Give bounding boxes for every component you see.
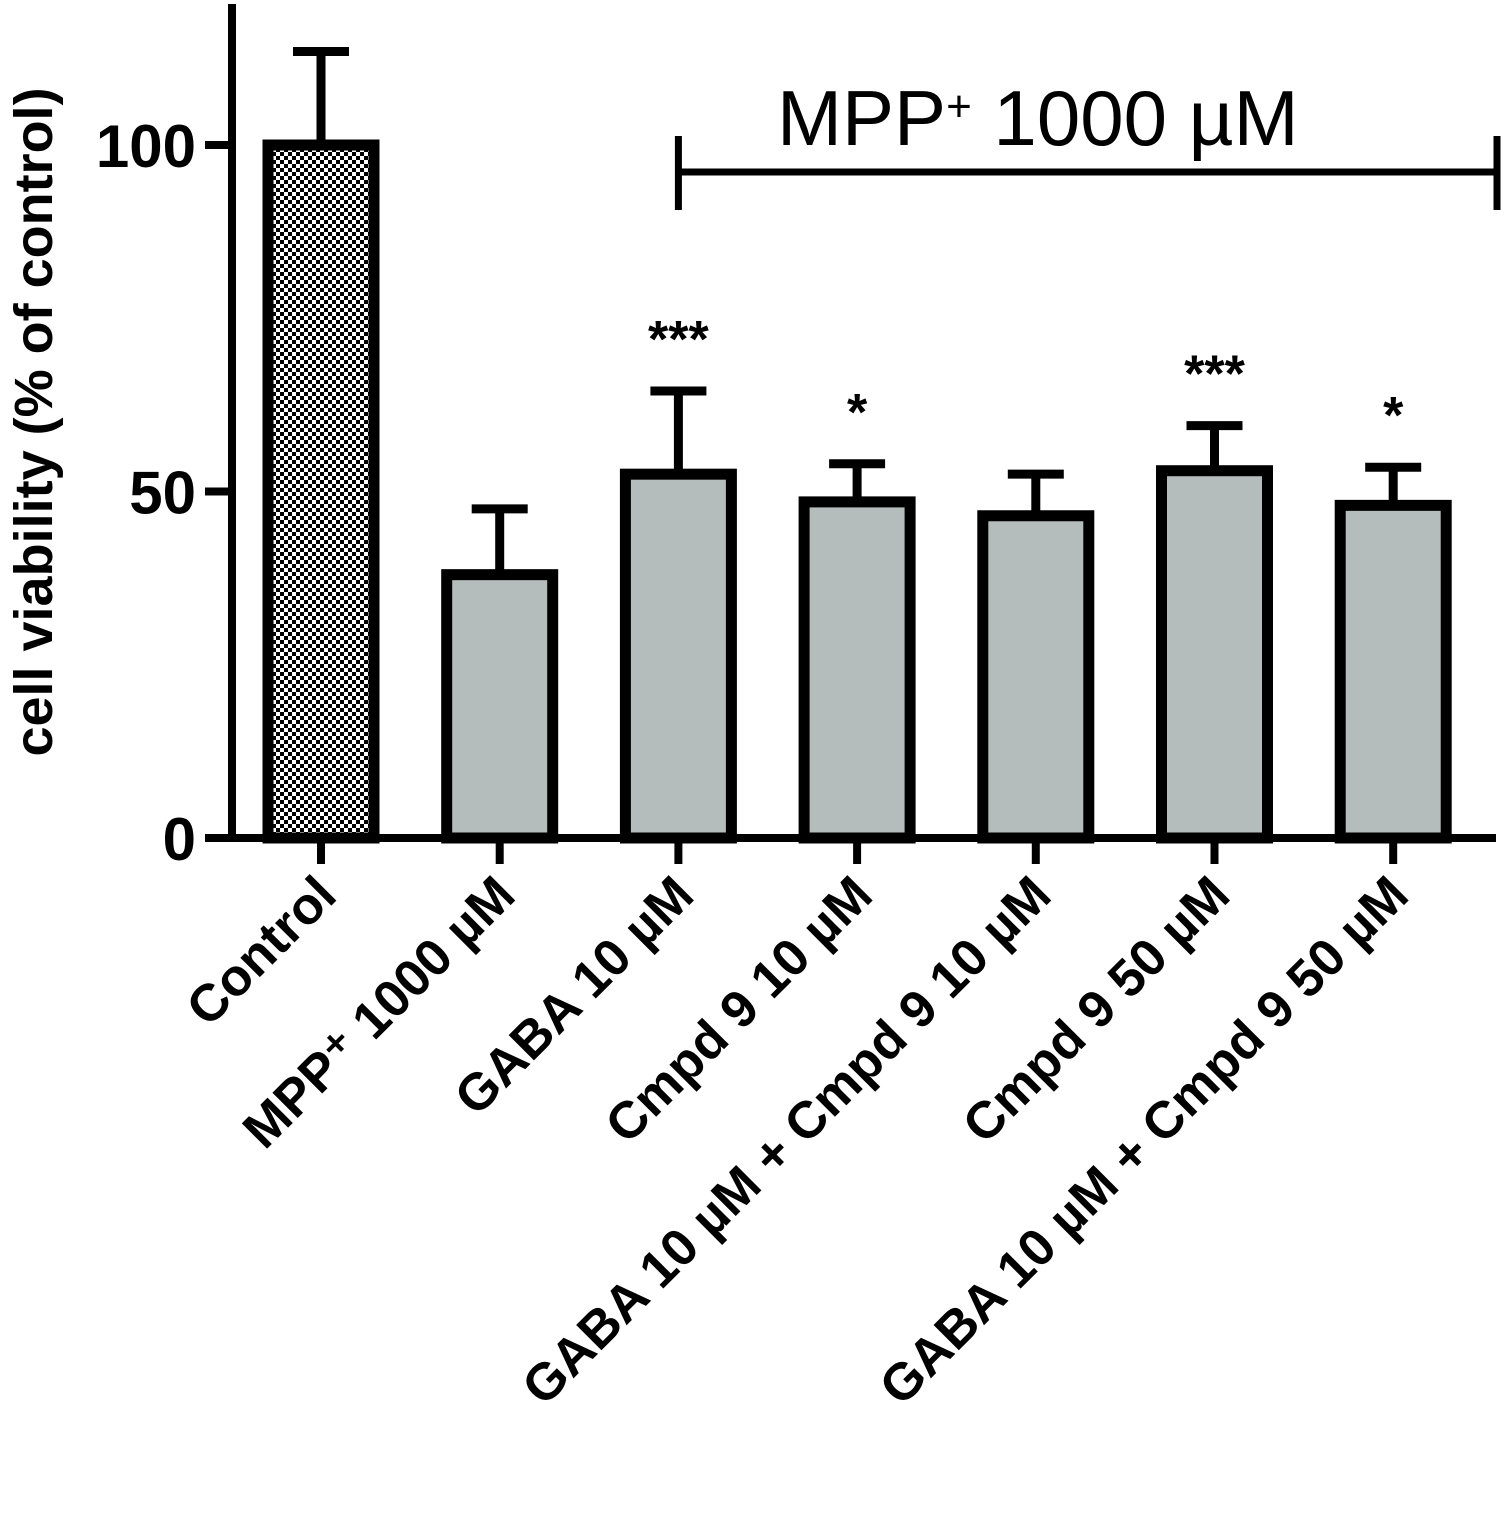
bars-layer: ******** (262, 46, 1452, 844)
x-tick-label: Control (176, 865, 348, 1037)
bracket-label-rest: 1000 µM (972, 74, 1299, 162)
significance-label: * (847, 384, 868, 442)
significance-label: * (1383, 387, 1404, 445)
significance-label: *** (1184, 346, 1245, 404)
y-tick-label: 0 (163, 806, 196, 873)
bar (441, 569, 559, 844)
bar (1334, 499, 1452, 844)
bracket-label-main: MPP (777, 74, 946, 162)
y-axis-ticks: 0 50 100 (96, 113, 232, 873)
mpp-bracket: MPP+ 1000 µM (674, 74, 1501, 210)
bar-control (262, 139, 380, 844)
bar (619, 468, 737, 844)
bar (798, 496, 916, 844)
bar (1156, 465, 1273, 844)
y-tick-label: 100 (96, 113, 196, 180)
y-axis-label: cell viability (% of control) (4, 87, 64, 756)
bar (977, 510, 1095, 844)
y-tick-label: 50 (129, 460, 196, 527)
significance-label: *** (648, 311, 709, 369)
bracket-label: MPP+ 1000 µM (777, 74, 1299, 162)
bracket-label-sup: + (946, 82, 972, 131)
